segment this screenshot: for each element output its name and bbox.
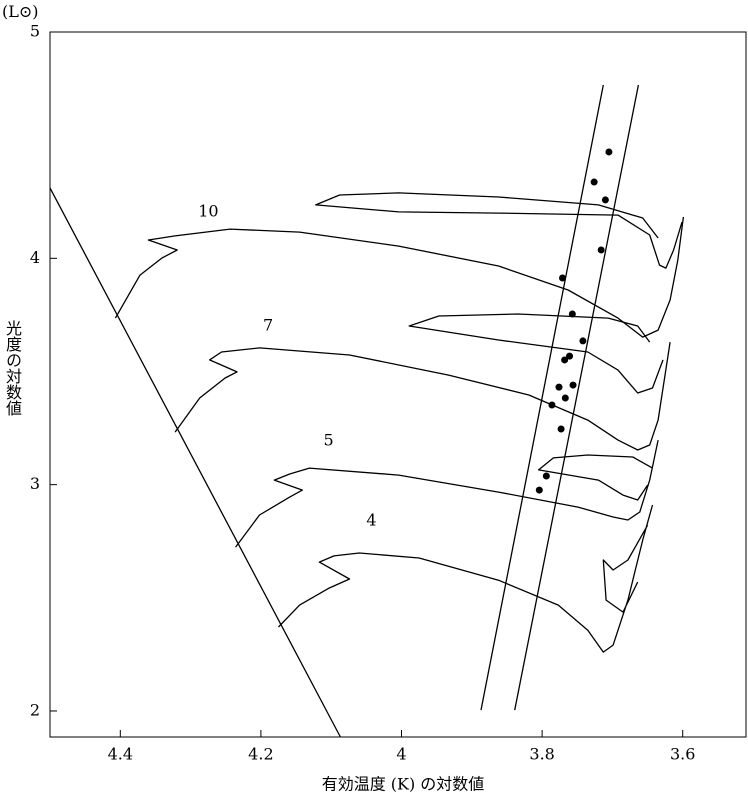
x-tick-label: 3.6: [670, 745, 695, 764]
star-point: [566, 352, 574, 360]
star-point: [597, 246, 605, 254]
track-line: [49, 187, 341, 738]
star-point: [542, 472, 550, 480]
x-tick-label: 4.2: [248, 745, 273, 764]
star-point: [535, 486, 543, 494]
star-point: [605, 148, 613, 156]
track-line: [235, 439, 659, 548]
star-point: [548, 401, 556, 409]
y-tick-label: 5: [30, 22, 40, 41]
plot-frame: [49, 31, 747, 738]
y-unit: (L⊙): [2, 2, 39, 21]
track-label: 4: [366, 511, 376, 530]
y-tick-label: 3: [30, 474, 40, 493]
star-point: [601, 196, 609, 204]
x-tick-label: 4.4: [108, 745, 133, 764]
track-label: 5: [324, 431, 334, 450]
x-axis-label: 有効温度 (K) の対数値: [322, 775, 485, 794]
track-line: [174, 313, 671, 451]
x-tick-label: 3.8: [529, 745, 554, 764]
y-tick-label: 4: [30, 248, 40, 267]
x-tick-label: 4: [396, 745, 406, 764]
y-tick-label: 2: [30, 700, 40, 719]
track-line: [278, 504, 654, 653]
star-point: [561, 356, 569, 364]
star-point: [590, 178, 598, 186]
star-point: [579, 337, 587, 345]
track-label: 10: [198, 202, 218, 221]
star-point: [569, 381, 577, 389]
star-point: [559, 274, 567, 282]
star-point: [557, 425, 565, 433]
track-label: 7: [263, 316, 273, 335]
star-point: [568, 310, 576, 318]
track-line: [480, 84, 604, 711]
track-line: [514, 84, 640, 711]
star-point: [561, 394, 569, 402]
y-axis-label: 光度の対数値: [3, 320, 22, 416]
track-line: [114, 192, 685, 338]
star-point: [555, 383, 563, 391]
